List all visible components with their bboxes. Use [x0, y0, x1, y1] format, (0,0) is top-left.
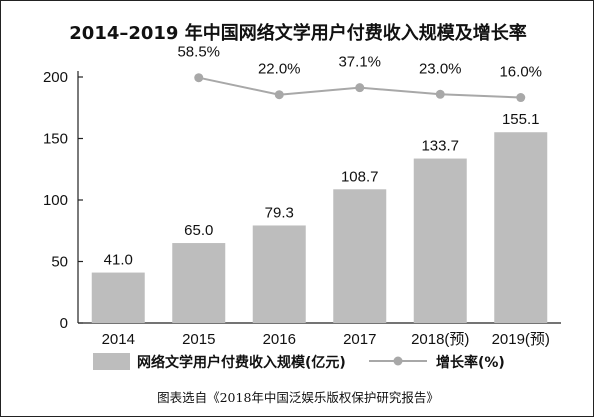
growth-rate-point [194, 73, 204, 83]
source-note: 图表选自《2018年中国泛娱乐版权保护研究报告》 [157, 390, 439, 405]
y-tick-label: 50 [51, 254, 68, 271]
bar [172, 243, 226, 323]
y-tick-label: 200 [43, 69, 68, 86]
bar-value-label: 65.0 [184, 222, 213, 239]
growth-rate-series: 58.5% 22.0% 37.1% 23.0% 16.0% [177, 44, 542, 103]
bar-value-label: 133.7 [421, 138, 459, 155]
bar [91, 272, 145, 323]
growth-rate-point [435, 89, 445, 99]
legend: 网络文学用户付费收入规模(亿元) 增长率(%) [93, 353, 505, 371]
chart-title: 2014–2019 年中国网络文学用户付费收入规模及增长率 [69, 22, 526, 44]
bar [413, 158, 467, 323]
x-tick-label: 2018(预) [411, 331, 469, 348]
legend-line-label: 增长率(%) [436, 354, 505, 371]
growth-rate-label: 37.1% [338, 54, 381, 71]
growth-rate-label: 16.0% [499, 64, 542, 81]
axes: 0 50 100 150 200 2014 2015 2016 2017 2018(预) 2019(… [43, 69, 561, 348]
growth-rate-point [274, 90, 284, 100]
x-tick-label: 2014 [102, 331, 135, 348]
x-tick-label: 2016 [263, 331, 296, 348]
growth-rate-label: 22.0% [258, 61, 301, 78]
bar [252, 225, 306, 323]
x-tick-label: 2017 [343, 331, 376, 348]
bar [494, 132, 548, 323]
growth-rate-point [516, 93, 526, 103]
y-tick-label: 100 [43, 192, 68, 209]
y-tick-label: 0 [60, 315, 68, 332]
bar-series: 41.0 65.0 79.3 108.7 133.7 155.1 [91, 111, 548, 323]
y-tick-label: 150 [43, 131, 68, 148]
legend-bar-swatch [93, 353, 130, 370]
x-tick-label: 2019(预) [492, 331, 550, 348]
bar [333, 189, 387, 323]
growth-rate-label: 58.5% [177, 44, 220, 61]
bar-value-label: 79.3 [265, 204, 294, 221]
growth-rate-point [355, 83, 365, 93]
bar-value-label: 41.0 [104, 252, 133, 269]
growth-rate-label: 23.0% [419, 60, 462, 77]
legend-bar-label: 网络文学用户付费收入规模(亿元) [137, 354, 346, 371]
x-tick-label: 2015 [182, 331, 215, 348]
bar-value-label: 155.1 [502, 111, 540, 128]
legend-line-marker [393, 356, 403, 366]
bar-value-label: 108.7 [341, 168, 379, 185]
